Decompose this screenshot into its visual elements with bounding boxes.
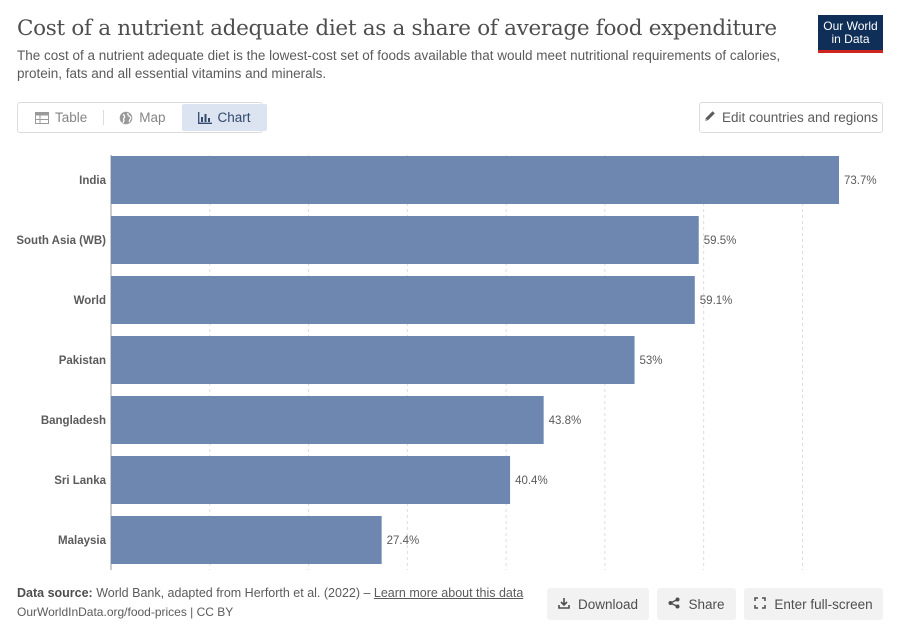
chart-icon bbox=[197, 111, 212, 124]
tab-chart[interactable]: Chart bbox=[181, 104, 267, 131]
bar-south-asia-wb[interactable] bbox=[111, 216, 699, 264]
bar-bangladesh[interactable] bbox=[111, 396, 544, 444]
value-label: 73.7% bbox=[844, 175, 877, 187]
source-url[interactable]: OurWorldInData.org/food-prices | CC BY bbox=[17, 605, 234, 619]
share-icon bbox=[668, 597, 680, 612]
category-label: Sri Lanka bbox=[54, 475, 106, 487]
bar-malaysia[interactable] bbox=[111, 516, 382, 564]
value-label: 43.8% bbox=[549, 415, 582, 427]
table-icon bbox=[35, 111, 49, 124]
value-label: 59.1% bbox=[700, 295, 733, 307]
edit-countries-label: Edit countries and regions bbox=[721, 110, 879, 125]
edit-countries-button[interactable]: Edit countries and regions bbox=[699, 102, 883, 133]
fullscreen-button[interactable]: Enter full-screen bbox=[744, 588, 883, 620]
source-text: World Bank, adapted from Herforth et al.… bbox=[96, 586, 374, 600]
fullscreen-label: Enter full-screen bbox=[774, 596, 873, 612]
tab-table[interactable]: Table bbox=[19, 104, 103, 131]
view-tabs: Table Map Chart bbox=[17, 102, 267, 133]
download-icon bbox=[558, 597, 570, 612]
source-prefix: Data source: bbox=[17, 586, 93, 600]
learn-more-link[interactable]: Learn more about this data bbox=[373, 586, 524, 600]
globe-icon bbox=[119, 111, 133, 125]
tab-chart-label: Chart bbox=[217, 110, 251, 125]
bar-pakistan[interactable] bbox=[111, 336, 635, 384]
value-label: 53% bbox=[640, 355, 663, 367]
category-label: South Asia (WB) bbox=[16, 235, 106, 247]
category-label: Bangladesh bbox=[41, 415, 106, 427]
owid-logo[interactable]: Our World in Data bbox=[818, 15, 883, 53]
category-label: Malaysia bbox=[58, 535, 107, 547]
chart-subtitle: The cost of a nutrient adequate diet is … bbox=[17, 48, 781, 81]
download-button[interactable]: Download bbox=[547, 588, 649, 620]
bar-chart: India 73.7% South Asia (WB) 59.5% World 59.1%… bbox=[16, 155, 877, 570]
logo-line-2: in Data bbox=[831, 32, 870, 46]
value-label: 40.4% bbox=[515, 475, 548, 487]
pencil-icon bbox=[704, 110, 716, 125]
category-label: India bbox=[79, 175, 106, 187]
chart-bars: India 73.7% South Asia (WB) 59.5% World 59.1%… bbox=[16, 156, 877, 564]
expand-icon bbox=[754, 596, 767, 612]
chart-title: Cost of a nutrient adequate diet as a sh… bbox=[17, 16, 777, 41]
bar-world[interactable] bbox=[111, 276, 695, 324]
download-label: Download bbox=[577, 596, 639, 612]
category-label: World bbox=[74, 295, 106, 307]
data-source: Data source: World Bank, adapted from He… bbox=[17, 586, 542, 600]
value-label: 59.5% bbox=[704, 235, 737, 247]
tab-map-label: Map bbox=[139, 110, 166, 125]
tab-table-label: Table bbox=[55, 110, 88, 125]
share-label: Share bbox=[688, 596, 725, 612]
bar-sri-lanka[interactable] bbox=[111, 456, 511, 504]
category-label: Pakistan bbox=[59, 355, 106, 367]
bar-india[interactable] bbox=[111, 156, 839, 204]
share-button[interactable]: Share bbox=[657, 588, 736, 620]
tab-map[interactable]: Map bbox=[103, 104, 181, 131]
value-label: 27.4% bbox=[387, 535, 420, 547]
logo-line-1: Our World bbox=[823, 19, 878, 33]
